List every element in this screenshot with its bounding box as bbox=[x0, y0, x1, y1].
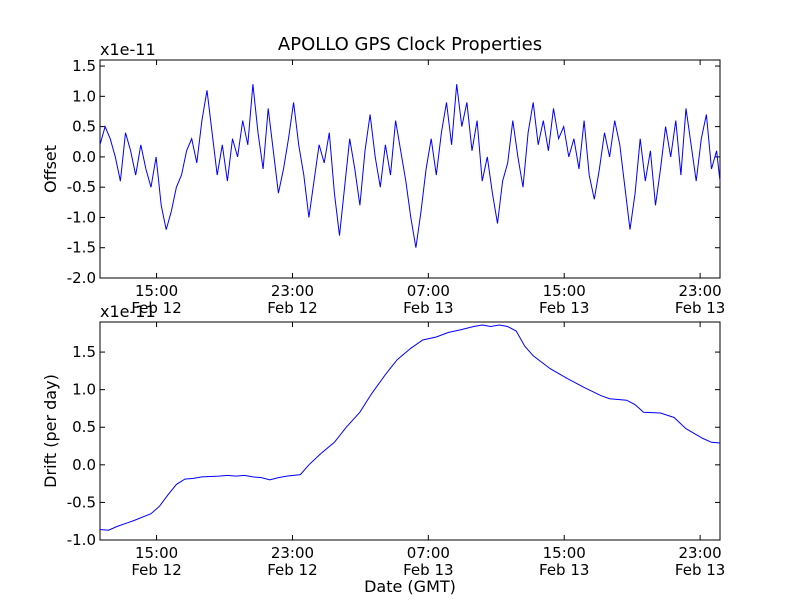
offset-series-line bbox=[99, 84, 721, 248]
drift-x-tick-time: 23:00 bbox=[679, 544, 722, 562]
offset-x-tick-date: Feb 13 bbox=[539, 299, 589, 317]
offset-y-tick-label: 0.5 bbox=[72, 118, 96, 136]
drift-x-tick-time: 15:00 bbox=[543, 544, 586, 562]
offset-x-tick-time: 15:00 bbox=[543, 282, 586, 300]
offset-x-tick-date: Feb 12 bbox=[131, 299, 181, 317]
drift-plot-frame bbox=[99, 321, 721, 541]
x-axis-label: Date (GMT) bbox=[364, 577, 456, 596]
offset-x-tick-time: 07:00 bbox=[407, 282, 450, 300]
offset-x-tick-time: 15:00 bbox=[135, 282, 178, 300]
drift-x-tick-date: Feb 12 bbox=[131, 561, 181, 579]
drift-x-tick-date: Feb 13 bbox=[403, 561, 453, 579]
drift-y-tick-label: -0.5 bbox=[67, 493, 96, 511]
drift-y-tick-label: 0.0 bbox=[72, 456, 96, 474]
offset-plot-frame bbox=[99, 59, 721, 279]
drift-x-tick-time: 15:00 bbox=[135, 544, 178, 562]
drift-x-tick-date: Feb 13 bbox=[675, 561, 725, 579]
offset-y-tick-label: -2.0 bbox=[67, 269, 96, 287]
drift-panel: x1e-11 Drift (per day) -1.0 -0.5 0.0 0.5 1.0… bbox=[41, 302, 725, 596]
offset-y-axis-label: Offset bbox=[41, 145, 60, 193]
chart-title: APOLLO GPS Clock Properties bbox=[278, 34, 542, 55]
drift-x-tick-time: 23:00 bbox=[271, 544, 314, 562]
offset-x-tick-date: Feb 13 bbox=[403, 299, 453, 317]
drift-y-axis-label: Drift (per day) bbox=[41, 374, 60, 488]
offset-x-tick-time: 23:00 bbox=[271, 282, 314, 300]
drift-x-tick-date: Feb 12 bbox=[267, 561, 317, 579]
offset-multiplier-label: x1e-11 bbox=[100, 40, 156, 59]
drift-y-tick-label: 1.0 bbox=[72, 381, 96, 399]
drift-x-tick-date: Feb 13 bbox=[539, 561, 589, 579]
offset-y-tick-label: -1.0 bbox=[67, 208, 96, 226]
offset-y-ticks: -2.0 -1.5 -1.0 -0.5 0.0 0.5 1.0 1.5 bbox=[67, 57, 720, 287]
drift-y-ticks: -1.0 -0.5 0.0 0.5 1.0 1.5 bbox=[67, 343, 720, 549]
offset-x-tick-time: 23:00 bbox=[679, 282, 722, 300]
drift-y-tick-label: -1.0 bbox=[67, 531, 96, 549]
offset-x-tick-date: Feb 12 bbox=[267, 299, 317, 317]
drift-y-tick-label: 0.5 bbox=[72, 418, 96, 436]
offset-y-tick-label: 1.0 bbox=[72, 87, 96, 105]
offset-y-tick-label: 1.5 bbox=[72, 57, 96, 75]
drift-x-tick-time: 07:00 bbox=[407, 544, 450, 562]
offset-x-tick-date: Feb 13 bbox=[675, 299, 725, 317]
offset-y-tick-label: -0.5 bbox=[67, 178, 96, 196]
drift-series-line bbox=[99, 324, 721, 531]
offset-panel: x1e-11 Offset -2.0 -1.5 -1.0 -0.5 0.0 0.5 1.0 1… bbox=[41, 40, 725, 317]
offset-y-tick-label: 0.0 bbox=[72, 148, 96, 166]
offset-y-tick-label: -1.5 bbox=[67, 239, 96, 257]
drift-y-tick-label: 1.5 bbox=[72, 343, 96, 361]
drift-multiplier-label: x1e-11 bbox=[100, 302, 156, 321]
